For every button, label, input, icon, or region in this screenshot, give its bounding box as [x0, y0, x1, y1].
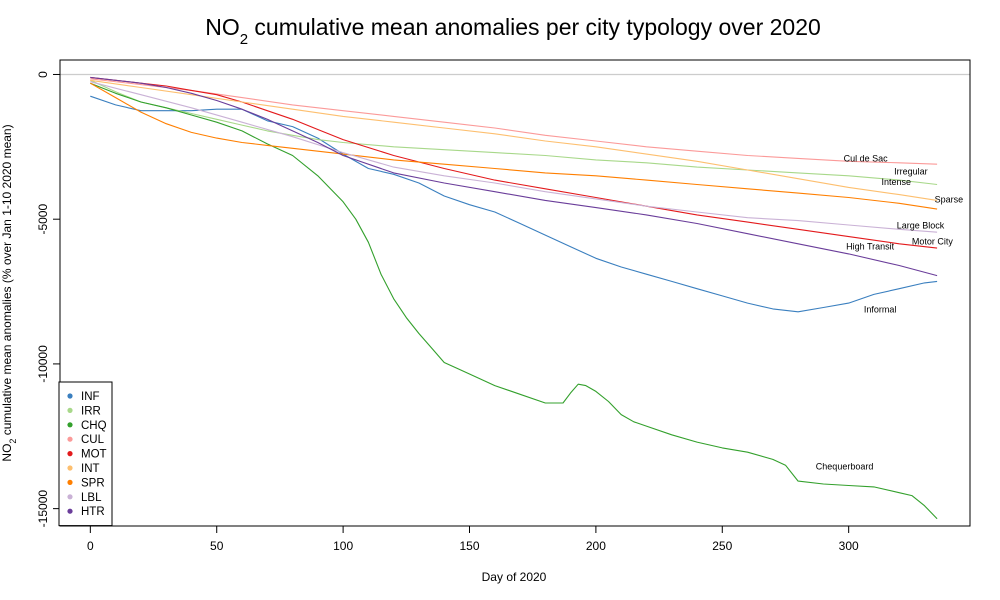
x-tick-label: 50 [210, 539, 224, 553]
y-tick-label: 0 [36, 71, 50, 78]
y-tick-label: -5000 [36, 204, 50, 235]
legend-marker-inf [67, 393, 73, 399]
series-line-spr [90, 82, 938, 210]
x-tick-label: 200 [586, 539, 606, 553]
legend-marker-int [67, 465, 73, 471]
series-line-irr [90, 79, 938, 186]
legend-label-cul: CUL [81, 434, 105, 446]
legend-label-chq: CHQ [81, 420, 107, 432]
y-axis-label: NO2 cumulative mean anomalies (% over Ja… [0, 124, 18, 461]
legend-marker-cul [67, 436, 73, 442]
x-tick-label: 100 [333, 539, 353, 553]
y-tick-label: -15000 [36, 490, 50, 528]
plot-frame [59, 59, 971, 527]
legend-label-inf: INF [81, 391, 100, 403]
series-line-chq [90, 82, 938, 520]
y-tick-label: -10000 [36, 345, 50, 383]
series-annotation: Intense [882, 177, 912, 187]
series-line-htr [90, 76, 938, 277]
plot-area: 0 50 100 150 200 250 300 0 -5000 -10000 -15000 Cul … [36, 59, 971, 553]
series-annotation: High Transit [846, 241, 895, 251]
chart-title: NO2 cumulative mean anomalies per city t… [205, 14, 821, 48]
legend-label-htr: HTR [81, 506, 105, 518]
x-tick-label: 0 [87, 539, 94, 553]
legend-marker-htr [67, 508, 73, 514]
series-annotation: Large Block [897, 220, 945, 230]
legend-marker-lbl [67, 494, 73, 500]
legend-marker-spr [67, 479, 73, 485]
legend-label-lbl: LBL [81, 492, 102, 504]
series-line-int [90, 79, 938, 201]
series-line-lbl [90, 81, 938, 233]
x-tick-label: 300 [839, 539, 859, 553]
series-line-mot [90, 76, 938, 249]
series-annotation: Sparse [935, 194, 964, 204]
series-annotation: Cul de Sac [844, 153, 889, 163]
legend-marker-irr [67, 407, 73, 413]
legend-marker-mot [67, 451, 73, 457]
x-axis-label: Day of 2020 [482, 570, 547, 584]
legend-label-irr: IRR [81, 405, 101, 417]
legend-label-mot: MOT [81, 449, 107, 461]
series-annotation: Motor City [912, 237, 954, 247]
series-annotation: Informal [864, 305, 897, 315]
series-annotation: Chequerboard [816, 462, 874, 472]
series-line-cul [90, 78, 938, 165]
legend-marker-chq [67, 422, 73, 428]
series-annotation: Irregular [894, 166, 928, 176]
x-tick-label: 150 [459, 539, 479, 553]
x-tick-label: 250 [712, 539, 732, 553]
series-line-inf [90, 95, 938, 313]
legend-label-int: INT [81, 463, 100, 475]
legend-label-spr: SPR [81, 477, 105, 489]
